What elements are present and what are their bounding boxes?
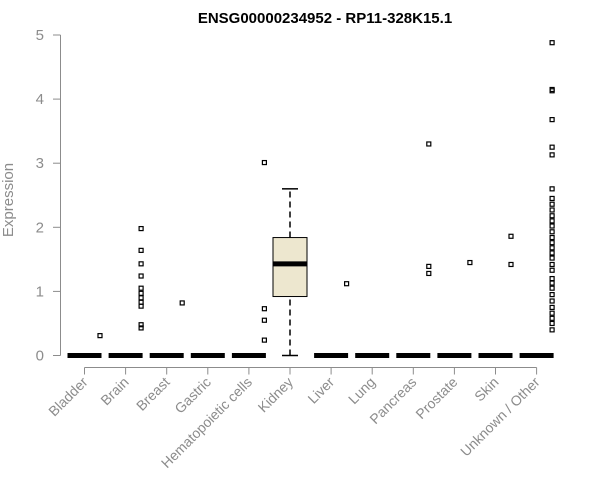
outlier-point	[138, 325, 144, 331]
outlier-point	[426, 263, 432, 270]
box-group	[108, 225, 144, 358]
outlier-point	[138, 273, 144, 279]
outlier-point	[261, 306, 267, 312]
y-tick-label: 0	[36, 348, 44, 365]
outlier-point	[549, 255, 555, 261]
outlier-point	[549, 207, 555, 213]
y-tick-label: 1	[36, 283, 44, 300]
outlier-point	[549, 218, 555, 224]
box-group	[314, 281, 350, 358]
outlier-point	[549, 40, 555, 46]
box-group	[437, 259, 473, 358]
outlier-point	[138, 247, 144, 253]
outlier-point	[549, 152, 555, 158]
box-group	[478, 233, 514, 358]
y-tick-label: 2	[36, 219, 44, 236]
plot-area	[67, 40, 555, 358]
outlier-point	[549, 280, 555, 286]
box-group	[519, 40, 555, 358]
x-tick-label: Kidney	[255, 374, 297, 416]
outlier-point	[549, 275, 555, 282]
outlier-point	[549, 327, 555, 333]
chart-title: ENSG00000234952 - RP11-328K15.1	[198, 10, 452, 27]
outlier-point	[261, 159, 267, 166]
outlier-point	[344, 281, 350, 287]
outlier-point	[138, 322, 144, 328]
outlier-point	[138, 261, 144, 267]
x-tick-label: Lung	[345, 374, 378, 407]
outlier-point	[549, 250, 555, 256]
box-group	[396, 141, 432, 358]
outlier-point	[467, 259, 473, 266]
outlier-point	[97, 333, 103, 339]
box-group	[67, 333, 103, 358]
outlier-point	[261, 337, 267, 343]
box-group	[231, 159, 267, 358]
outlier-point	[138, 290, 144, 296]
outlier-point	[426, 141, 432, 147]
outlier-point	[549, 144, 555, 150]
outlier-point	[426, 270, 432, 277]
outlier-point	[549, 304, 555, 311]
outlier-point	[138, 225, 144, 232]
box-body	[272, 237, 308, 298]
outlier-point	[549, 245, 555, 251]
outlier-point	[549, 234, 555, 241]
outlier-point	[549, 213, 555, 219]
box-group	[272, 188, 308, 357]
outlier-point	[549, 223, 555, 229]
x-tick-label: Breast	[133, 374, 173, 414]
outlier-point	[138, 295, 144, 301]
outlier-point	[508, 261, 514, 268]
y-axis: 0 1 2 3 4 5	[36, 27, 61, 365]
outlier-point	[549, 267, 555, 273]
x-tick-label: Liver	[304, 374, 337, 407]
x-tick-label: Prostate	[412, 374, 460, 422]
x-tick-label: Bladder	[45, 374, 91, 420]
outlier-point	[549, 261, 555, 268]
outlier-point	[549, 298, 555, 304]
outlier-point	[549, 285, 555, 291]
outlier-point	[179, 300, 185, 306]
outlier-point	[549, 117, 555, 123]
outlier-point	[508, 233, 514, 239]
y-tick-label: 3	[36, 155, 44, 172]
box-group	[149, 300, 185, 358]
y-axis-label: Expression	[0, 163, 17, 237]
outlier-point	[261, 317, 267, 323]
outlier-point	[138, 285, 144, 291]
outlier-point	[549, 186, 555, 192]
outlier-point	[549, 195, 555, 202]
outlier-point	[549, 86, 555, 93]
x-tick-label: Brain	[97, 374, 131, 408]
x-tick-label: Skin	[471, 374, 502, 405]
outlier-point	[549, 292, 555, 298]
outlier-point	[549, 201, 555, 207]
y-tick-label: 4	[36, 91, 44, 108]
outlier-point	[549, 320, 555, 327]
outlier-point	[549, 229, 555, 235]
y-tick-label: 5	[36, 27, 44, 44]
outlier-point	[549, 310, 555, 316]
outlier-point	[549, 315, 555, 321]
outlier-point	[549, 240, 555, 246]
